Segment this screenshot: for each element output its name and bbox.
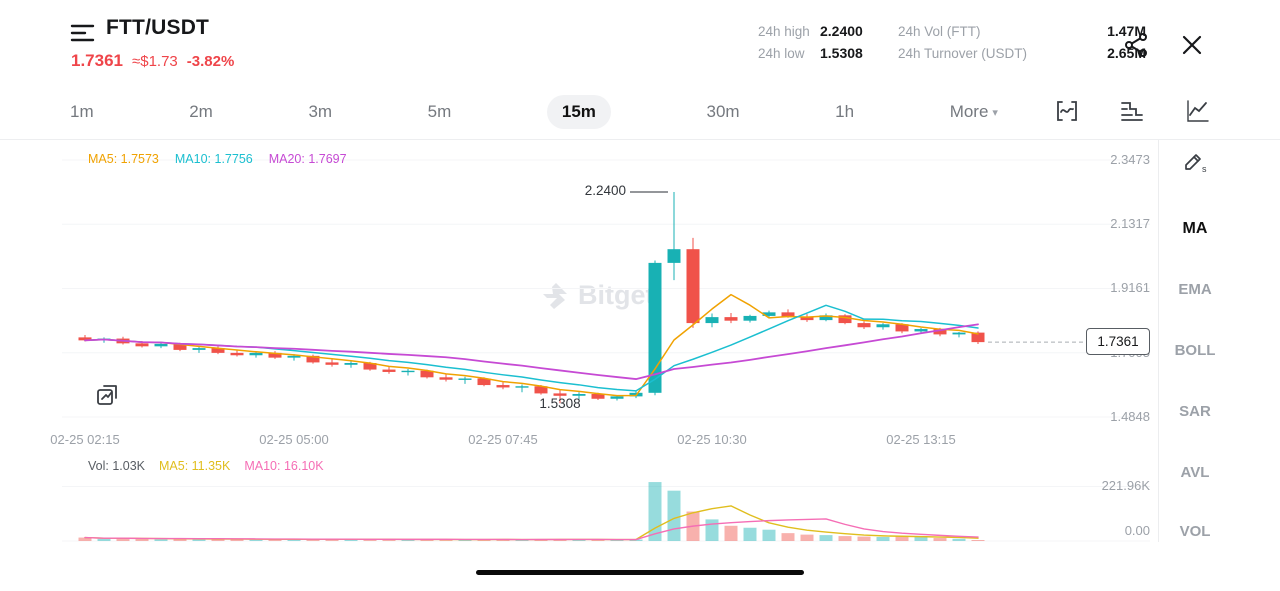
sidebar-item-boll[interactable]: BOLL <box>1174 342 1216 359</box>
indicator-settings-icon[interactable] <box>1053 97 1081 125</box>
time-tick: 02-25 02:15 <box>50 432 120 447</box>
change-pct: -3.82% <box>186 53 235 70</box>
pair-title: FTT/USDT <box>106 16 210 39</box>
tab-5m[interactable]: 5m <box>427 102 452 121</box>
chart-snapshot-icon[interactable] <box>94 382 122 410</box>
tab-more[interactable]: More ▾ <box>950 102 998 122</box>
vol-value-legend: Vol: 1.03K <box>88 459 145 473</box>
price-volume-chart[interactable] <box>0 140 1158 552</box>
watermark-text: Bitget <box>578 280 655 310</box>
price-tick: 2.3473 <box>1110 152 1150 167</box>
ma10-legend: MA10: 1.7756 <box>174 152 253 166</box>
stat-value: 1.47M <box>1107 23 1146 39</box>
price-tick: 2.1317 <box>1110 216 1150 231</box>
sidebar-item-avl[interactable]: AVL <box>1180 464 1210 481</box>
time-tick: 02-25 13:15 <box>886 432 956 447</box>
sidebar-item-sar[interactable]: SAR <box>1179 403 1211 420</box>
stat-label: 24h low <box>758 45 805 61</box>
bitget-watermark: Bitget <box>540 280 655 311</box>
tab-15m[interactable]: 15m <box>546 95 611 129</box>
chart-area: Bitget MA5: 1.7573 MA10: 1.7756 MA20: 1.… <box>0 140 1158 552</box>
draw-tool-icon[interactable]: s <box>1181 148 1209 176</box>
tab-3m[interactable]: 3m <box>308 102 333 121</box>
share-icon[interactable] <box>1122 31 1150 59</box>
sidebar-item-ma[interactable]: MA <box>1182 220 1208 237</box>
tab-1m[interactable]: 1m <box>70 102 94 121</box>
menu-icon[interactable] <box>70 22 96 44</box>
chevron-down-icon: ▾ <box>992 106 998 119</box>
ma20-legend: MA20: 1.7697 <box>268 152 347 166</box>
price-tick: 1.4848 <box>1110 409 1150 424</box>
indicator-sidebar: s MA EMA BOLL SAR AVL VOL <box>1158 140 1231 542</box>
timeframe-bar: 1m 2m 3m 5m 15m 30m 1h More ▾ <box>70 90 998 134</box>
stat-label: 24h Turnover (USDT) <box>898 45 1028 61</box>
volume-tick: 0.00 <box>1124 523 1150 538</box>
tab-2m[interactable]: 2m <box>189 102 213 121</box>
vol-legend: Vol: 1.03K MA5: 11.35K MA10: 16.10K <box>88 459 324 473</box>
high-annotation: 2.2400 <box>584 183 626 198</box>
sidebar-item-vol[interactable]: VOL <box>1177 523 1213 542</box>
market-stats: 24h high 2.2400 24h Vol (FTT) 1.47M 24h … <box>758 23 1146 61</box>
divider <box>0 139 1280 140</box>
ma-legend: MA5: 1.7573 MA10: 1.7756 MA20: 1.7697 <box>88 152 347 166</box>
stat-label: 24h Vol (FTT) <box>898 23 981 39</box>
close-icon[interactable] <box>1178 31 1206 59</box>
low-annotation: 1.5308 <box>539 396 581 411</box>
line-chart-icon[interactable] <box>1184 97 1212 125</box>
vol-ma5-legend: MA5: 11.35K <box>159 459 231 473</box>
stat-label: 24h high <box>758 23 810 39</box>
home-indicator[interactable] <box>476 570 804 575</box>
price-tick: 1.9161 <box>1110 280 1150 295</box>
depth-chart-icon[interactable] <box>1118 97 1146 125</box>
sidebar-item-ema[interactable]: EMA <box>1178 281 1212 298</box>
svg-text:s: s <box>1202 164 1207 174</box>
price-row: 1.7361 ≈$1.73 -3.82% <box>71 51 234 71</box>
stat-value: 1.5308 <box>820 45 863 61</box>
time-tick: 02-25 07:45 <box>468 432 538 447</box>
fiat-price: ≈$1.73 <box>132 53 178 70</box>
time-tick: 02-25 10:30 <box>677 432 747 447</box>
last-price-tag[interactable]: 1.7361 <box>1086 328 1150 355</box>
tab-1h[interactable]: 1h <box>835 102 855 121</box>
last-price: 1.7361 <box>71 51 123 70</box>
bitget-logo-icon <box>543 282 567 309</box>
tab-30m[interactable]: 30m <box>706 102 740 121</box>
ma5-legend: MA5: 1.7573 <box>88 152 159 166</box>
more-label: More <box>949 102 989 121</box>
time-tick: 02-25 05:00 <box>259 432 329 447</box>
volume-tick: 221.96K <box>1101 478 1150 493</box>
vol-ma10-legend: MA10: 16.10K <box>244 459 324 473</box>
stat-value: 2.2400 <box>820 23 863 39</box>
